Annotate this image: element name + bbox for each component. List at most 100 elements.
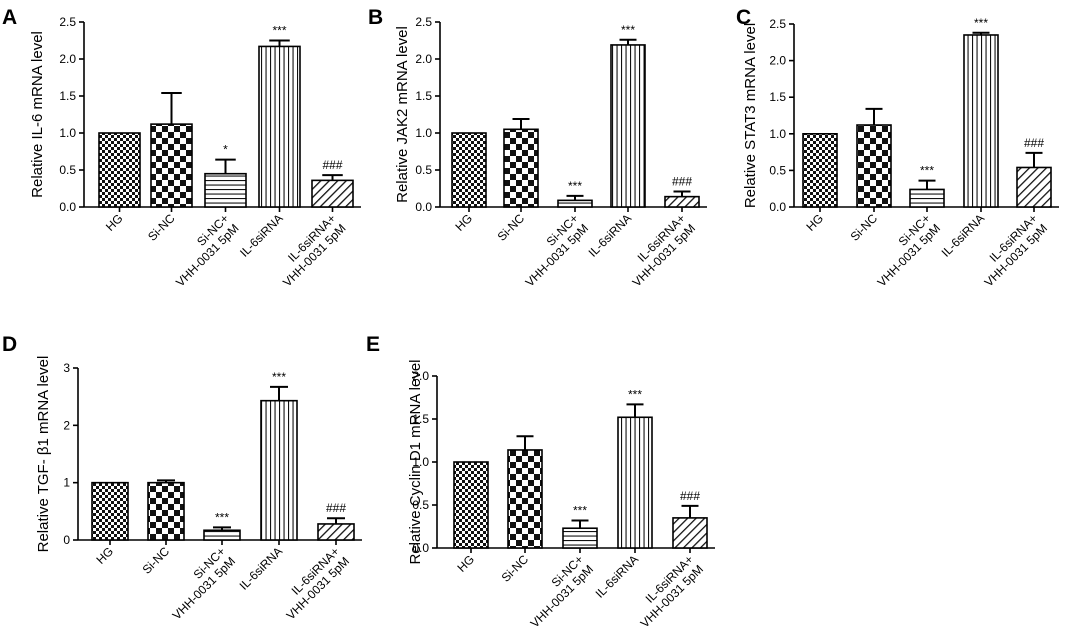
significance-label: ### [672, 174, 692, 188]
y-tick-label: 0.5 [59, 163, 76, 177]
panel-letter: A [2, 6, 17, 29]
panel-letter: C [736, 6, 751, 29]
x-tick-label: HG [93, 544, 116, 567]
bar [507, 449, 543, 549]
y-axis-title: Relative STAT3 mRNA level [742, 23, 759, 208]
y-tick-label: 2.0 [412, 369, 429, 383]
bar [802, 133, 838, 208]
bar [258, 45, 301, 208]
panel-d: D Relative TGF- β1 mRNA level 0 1 2 3 HG Si-NC *… [2, 333, 362, 623]
x-tick-label: HG [452, 211, 475, 234]
bar [91, 481, 129, 541]
significance-label: * [223, 143, 228, 157]
x-tick-label: IL-6siRNA [586, 211, 635, 260]
bar [451, 132, 487, 208]
x-tick-label: IL-6siRNA [237, 211, 286, 260]
y-tick-label: 2.5 [59, 15, 76, 29]
y-tick-label: 1 [63, 476, 70, 490]
y-tick-label: 0.0 [412, 541, 429, 555]
y-tick-label: 0.5 [769, 163, 786, 177]
y-tick-label: 1.5 [412, 412, 429, 426]
significance-label: ### [680, 489, 700, 503]
y-tick-label: 2.5 [415, 15, 432, 29]
y-tick-label: 0.0 [59, 200, 76, 214]
bar [562, 527, 598, 549]
bar [963, 34, 999, 208]
panel-letter: E [366, 333, 380, 356]
x-tick-label: Si-NC [848, 211, 881, 244]
y-tick-label: 0.0 [769, 200, 786, 214]
bar [664, 195, 700, 208]
significance-label: *** [215, 510, 229, 524]
x-tick-label: Si-NC [495, 211, 528, 244]
bar [260, 399, 298, 541]
x-tick-label: HG [454, 552, 477, 575]
x-tick-label: IL-6siRNA [237, 544, 286, 593]
x-tick-label: Si-NC+VHH-0031 5pM [160, 544, 238, 622]
bar [672, 517, 708, 549]
y-tick-label: 2.0 [769, 54, 786, 68]
x-tick-label: HG [803, 211, 826, 234]
y-tick-label: 2.0 [415, 52, 432, 66]
bar [150, 123, 193, 208]
y-axis-title: Relative IL-6 mRNA level [29, 31, 46, 198]
bar [1016, 166, 1052, 208]
bar [617, 416, 653, 549]
bar [503, 128, 539, 208]
x-tick-label: IL-6siRNA [593, 552, 642, 601]
panel-letter: B [368, 6, 383, 29]
panel-letter: D [2, 333, 17, 356]
y-tick-label: 2 [63, 418, 70, 432]
y-axis-title: Relative JAK2 mRNA level [394, 26, 411, 203]
bar [204, 172, 247, 208]
significance-label: *** [920, 164, 934, 178]
y-tick-label: 2.0 [59, 52, 76, 66]
panel-a: A Relative IL-6 mRNA level 0.0 0.5 1.0 1.5 2.0… [2, 6, 361, 290]
y-tick-label: 0.0 [415, 200, 432, 214]
significance-label: *** [628, 387, 642, 401]
significance-label: *** [272, 370, 286, 384]
bar [147, 481, 185, 541]
significance-label: ### [326, 501, 346, 515]
y-tick-label: 1.5 [415, 89, 432, 103]
x-tick-label: HG [103, 211, 126, 234]
y-tick-label: 0.5 [412, 498, 429, 512]
x-tick-label: Si-NC [145, 211, 178, 244]
y-tick-label: 2.5 [769, 17, 786, 31]
bar [203, 529, 241, 541]
panel-b: B Relative JAK2 mRNA level 0.0 0.5 1.0 1.5 2.0… [368, 6, 707, 290]
y-tick-label: 1.5 [769, 90, 786, 104]
bar [317, 523, 355, 541]
bar [557, 199, 593, 208]
y-tick-label: 0 [63, 533, 70, 547]
x-tick-label: Si-NC+VHH-0031 5pM [518, 552, 596, 630]
y-tick-label: 1.0 [769, 127, 786, 141]
y-axis-title: Relative Cyclin D1 mRNA level [407, 359, 424, 564]
significance-label: *** [974, 16, 988, 30]
x-tick-label: Si-NC [499, 552, 532, 585]
significance-label: ### [1024, 136, 1044, 150]
bar [856, 124, 892, 208]
y-tick-label: 1.5 [59, 89, 76, 103]
bar [610, 44, 646, 208]
x-tick-label: IL-6siRNA+VHH-0031 5pM [628, 552, 706, 630]
bar [98, 132, 141, 208]
significance-label: *** [568, 179, 582, 193]
x-tick-label: IL-6siRNA [939, 211, 988, 260]
bar [453, 461, 489, 549]
bar [909, 188, 945, 208]
significance-label: ### [322, 158, 342, 172]
significance-label: *** [621, 23, 635, 37]
y-tick-label: 1.0 [412, 455, 429, 469]
y-tick-label: 3 [63, 361, 70, 375]
x-tick-label: Si-NC [140, 544, 173, 577]
y-tick-label: 1.0 [415, 126, 432, 140]
bar [311, 179, 354, 208]
y-tick-label: 0.5 [415, 163, 432, 177]
y-axis-title: Relative TGF- β1 mRNA level [35, 356, 52, 553]
significance-label: *** [573, 503, 587, 517]
significance-label: *** [272, 24, 286, 38]
